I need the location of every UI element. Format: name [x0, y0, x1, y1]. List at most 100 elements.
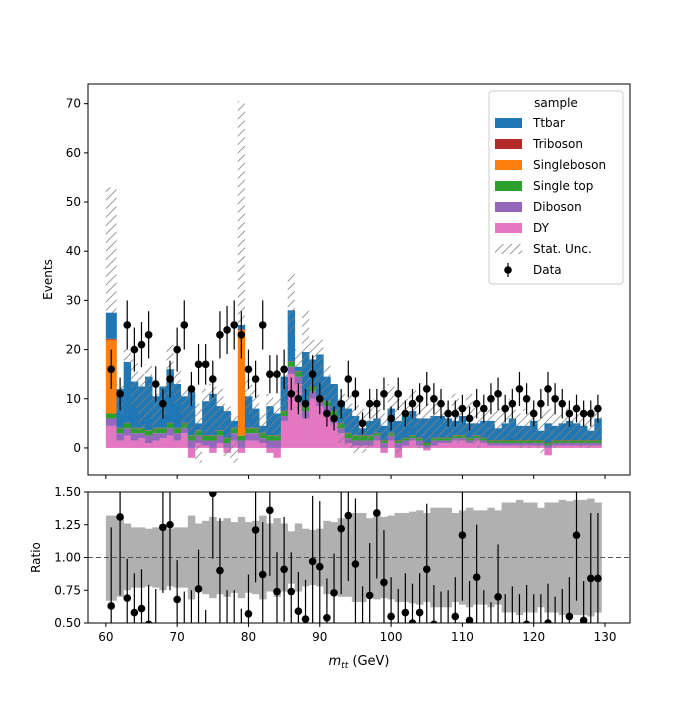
data-point [409, 400, 417, 408]
bar-diboson [509, 443, 516, 445]
stat-unc-hatch [495, 409, 502, 443]
ratio-point [302, 615, 310, 623]
ratio-point [166, 521, 174, 529]
data-point [337, 400, 345, 408]
x-axis-label: mtt (GeV) [329, 654, 390, 671]
ratio-plot-area [88, 428, 630, 689]
stat-unc-hatch [145, 364, 152, 418]
bar-diboson [409, 438, 416, 440]
data-point [437, 400, 445, 408]
ratio-point [309, 558, 317, 566]
legend-swatch-dy [495, 223, 522, 233]
data-point [209, 375, 217, 383]
bar-dy [166, 436, 173, 448]
stat-unc-hatch [302, 310, 309, 399]
data-point [131, 346, 139, 354]
bar-diboson [530, 443, 537, 445]
bar-dy [430, 445, 437, 447]
bar-dy [402, 445, 409, 447]
legend-label-ttbar: Ttbar [532, 116, 565, 130]
data-point [459, 405, 467, 413]
y-axis-label: Events [41, 259, 55, 300]
data-point [252, 375, 260, 383]
y-tick-label: 10 [66, 392, 81, 406]
data-point [287, 390, 295, 398]
bar-diboson [495, 443, 502, 445]
bar-diboson [502, 443, 509, 445]
bar-dy [530, 445, 537, 447]
bar-dy [566, 445, 573, 447]
bar-single-top [166, 423, 173, 428]
data-point [423, 385, 431, 393]
data-point [516, 385, 524, 393]
bar-single-top [106, 414, 117, 419]
bar-dy [273, 448, 280, 458]
bar-diboson [402, 441, 409, 446]
bar-dy [145, 443, 152, 448]
bar-dy [495, 445, 502, 447]
legend-label-singleboson: Singleboson [533, 158, 606, 172]
bar-dy [466, 443, 473, 448]
bar-dy [573, 445, 580, 447]
data-point [259, 321, 267, 329]
data-point [123, 321, 131, 329]
ratio-point [202, 645, 210, 653]
bar-single-top [159, 428, 166, 433]
bar-diboson [480, 441, 487, 443]
y-tick-label: 50 [66, 195, 81, 209]
ratio-point [316, 563, 324, 571]
ratio-y-axis-label: Ratio [29, 542, 43, 573]
bar-dy [388, 441, 395, 448]
y-tick-label: 0 [73, 441, 81, 455]
ratio-point [230, 626, 238, 634]
data-point [509, 400, 517, 408]
ratio-point [416, 609, 424, 617]
data-point [202, 361, 210, 369]
ratio-y-tick-label: 0.75 [54, 583, 81, 597]
ratio-point [323, 614, 331, 622]
ratio-point [152, 624, 160, 632]
bar-dy [117, 441, 124, 448]
stat-unc-hatch [423, 404, 430, 448]
data-point [530, 410, 538, 418]
bar-diboson [281, 416, 288, 421]
ratio-point [188, 626, 196, 634]
ratio-y-tick-label: 1.00 [54, 551, 81, 565]
ratio-point [209, 490, 217, 498]
ratio-point [566, 613, 574, 621]
bar-dy [131, 441, 138, 448]
bar-single-top [174, 428, 181, 433]
bar-diboson [245, 433, 252, 440]
legend-swatch-singleboson [495, 160, 522, 170]
ratio-point [245, 610, 253, 618]
legend-swatch-single-top [495, 181, 522, 191]
x-tick-label: 120 [522, 630, 545, 644]
ratio-point [380, 579, 388, 587]
bar-diboson [288, 367, 295, 374]
bar-diboson [252, 433, 259, 440]
stat-unc-hatch [238, 101, 245, 325]
stat-unc-hatch [523, 409, 530, 448]
bar-diboson [138, 433, 145, 438]
data-point [359, 420, 367, 428]
bar-dy [544, 448, 551, 455]
bar-diboson [266, 441, 273, 448]
data-point [330, 415, 338, 423]
legend-label-diboson: Diboson [533, 200, 582, 214]
data-point [188, 385, 196, 393]
bar-single-top [266, 436, 273, 441]
bar-single-top [124, 423, 131, 428]
data-point [480, 405, 488, 413]
data-point [238, 331, 246, 339]
ratio-point [451, 613, 459, 621]
data-point [323, 410, 331, 418]
bar-dy [138, 438, 145, 448]
bar-dy [259, 443, 266, 448]
bar-dy [480, 443, 487, 448]
data-point [316, 395, 324, 403]
bar-single-top [131, 428, 138, 433]
bar-diboson [209, 441, 216, 448]
x-tick-label: 130 [594, 630, 617, 644]
ratio-point [352, 560, 360, 568]
